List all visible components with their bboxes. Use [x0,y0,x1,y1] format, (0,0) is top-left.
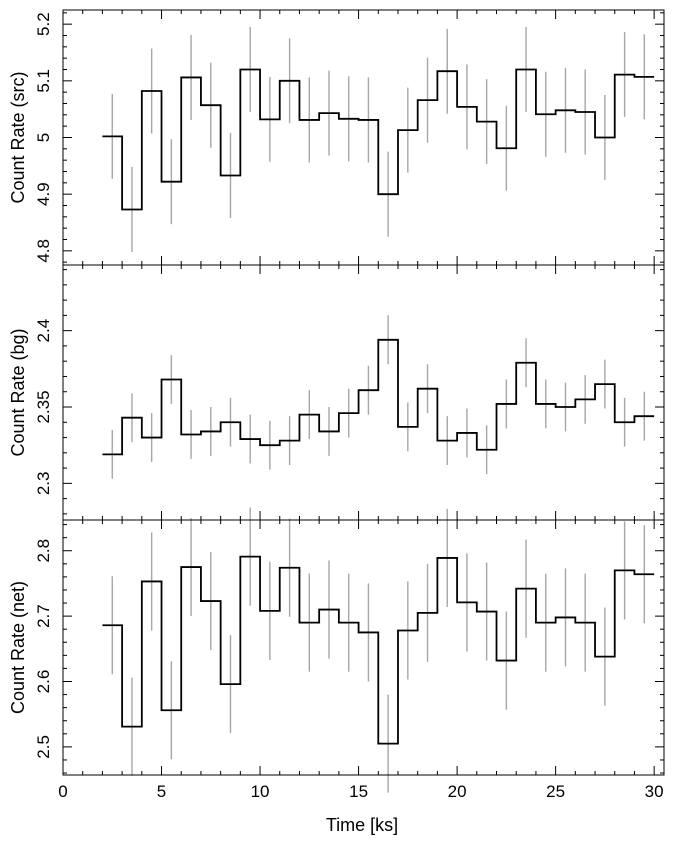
x-tick-label: 0 [58,782,67,801]
src-y-tick-label: 4.8 [34,239,53,263]
x-tick-label: 25 [546,782,565,801]
bg-panel: 2.3 2.35 2.4 Count Rate (bg) [8,264,665,521]
net-ticks: 2.5 2.6 2.7 2.8 0 5 10 15 20 25 30 [34,520,664,801]
x-tick-label: 10 [251,782,270,801]
net-y-tick-label: 2.5 [34,735,53,759]
x-tick-label: 15 [349,782,368,801]
src-y-tick-label: 5.1 [34,69,53,93]
net-panel: 2.5 2.6 2.7 2.8 0 5 10 15 20 25 30 Count Rate (net… [8,507,665,801]
bg-y-axis-label: Count Rate (bg) [8,328,28,456]
x-tick-label: 5 [157,782,166,801]
net-panel-frame [62,519,665,776]
net-step-line [102,555,655,745]
net-y-tick-label: 2.8 [34,539,53,563]
bg-y-tick-label: 2.4 [34,319,53,343]
src-y-axis-label: Count Rate (src) [8,71,28,203]
src-y-tick-label: 4.9 [34,182,53,206]
net-y-tick-label: 2.6 [34,670,53,694]
bg-ticks: 2.3 2.35 2.4 [34,265,664,520]
net-y-tick-label: 2.7 [34,604,53,628]
bg-step-line [102,338,655,456]
bg-y-tick-label: 2.35 [34,390,53,423]
net-y-axis-label: Count Rate (net) [8,581,28,714]
src-y-tick-label: 5 [34,133,53,142]
x-tick-label: 30 [645,782,664,801]
bg-marks [102,315,655,479]
src-ticks: 4.8 4.9 5 5.1 5.2 [34,10,664,265]
src-panel: 4.8 4.9 5 5.1 5.2 Count Rate (src) [8,9,665,266]
x-tick-label: 20 [448,782,467,801]
net-marks [102,507,655,793]
src-y-tick-label: 5.2 [34,12,53,36]
src-marks [102,27,655,252]
bg-y-tick-label: 2.3 [34,472,53,496]
x-axis-label: Time [ks] [326,815,398,835]
src-step-line [102,68,655,211]
